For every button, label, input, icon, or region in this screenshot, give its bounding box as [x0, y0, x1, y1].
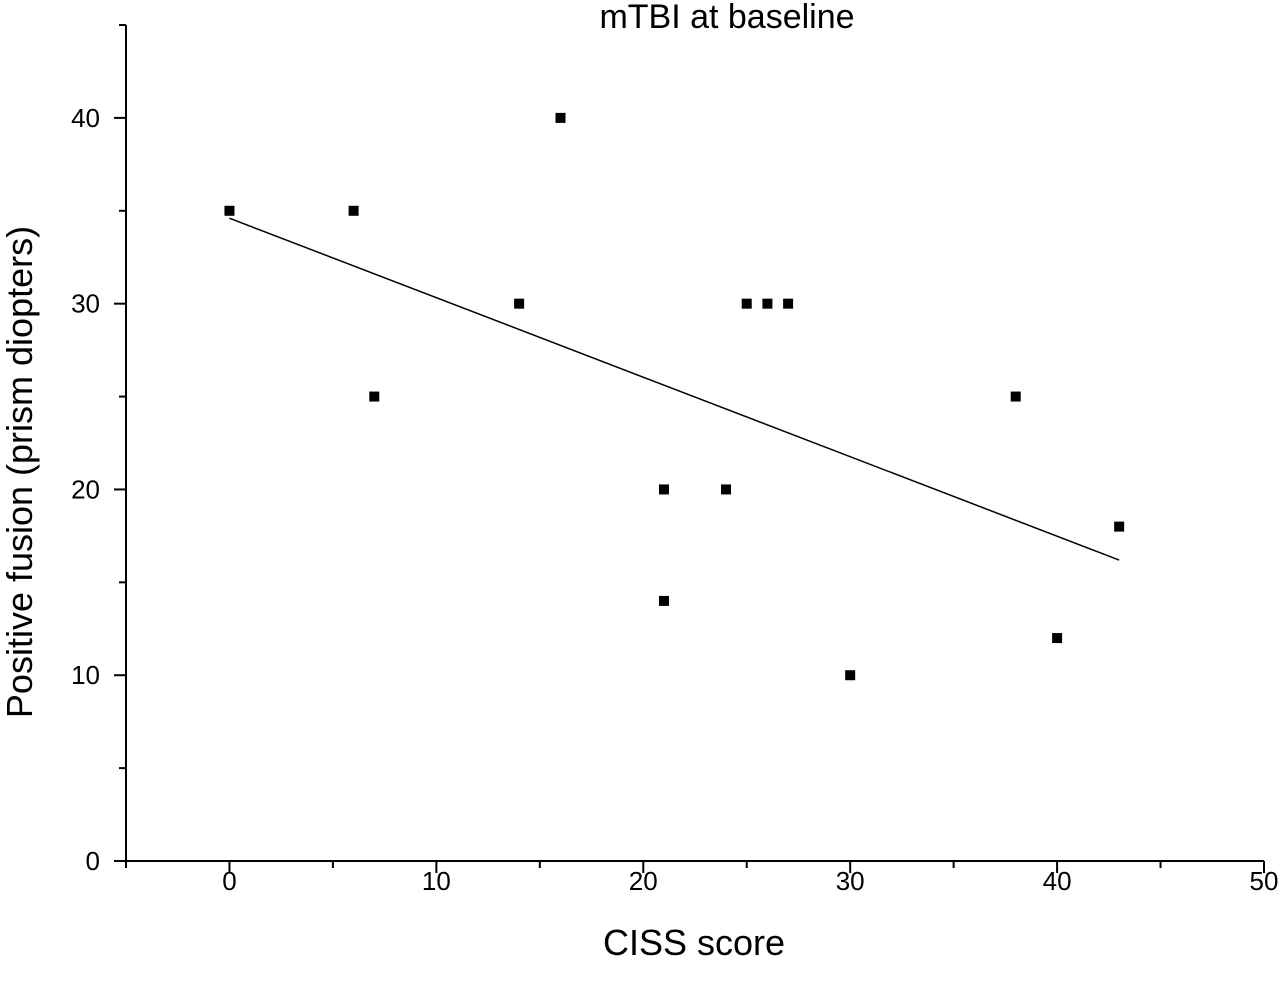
x-axis-title: CISS score [603, 922, 785, 963]
data-point [741, 298, 752, 309]
x-tick-label: 30 [836, 866, 865, 896]
regression-line [229, 217, 1120, 561]
data-point [658, 484, 669, 495]
data-point [1010, 391, 1021, 402]
data-point [762, 298, 773, 309]
y-tick-label: 40 [71, 103, 100, 133]
data-point [658, 595, 669, 606]
data-point [514, 298, 525, 309]
y-axis-title: Positive fusion (prism diopters) [0, 226, 40, 718]
y-tick-label: 0 [86, 846, 100, 876]
x-tick-label: 0 [222, 866, 236, 896]
data-point [348, 205, 359, 216]
y-tick-label: 30 [71, 289, 100, 319]
data-point [224, 205, 235, 216]
x-tick-label: 20 [629, 866, 658, 896]
data-point [555, 112, 566, 123]
axes: 0 10 20 30 40 50 0 10 20 30 40 [71, 24, 1279, 896]
chart-title: mTBI at baseline [599, 0, 854, 36]
y-tick-label: 20 [71, 474, 100, 504]
data-point [783, 298, 794, 309]
data-point [369, 391, 380, 402]
x-tick-label: 50 [1250, 866, 1279, 896]
fit-line-group [229, 217, 1120, 561]
data-points [224, 112, 1125, 681]
x-tick-label: 40 [1043, 866, 1072, 896]
data-point [845, 670, 856, 681]
data-point [1052, 633, 1063, 644]
y-tick-label: 10 [71, 660, 100, 690]
data-point [721, 484, 732, 495]
data-point [1114, 521, 1125, 532]
x-tick-label: 10 [422, 866, 451, 896]
